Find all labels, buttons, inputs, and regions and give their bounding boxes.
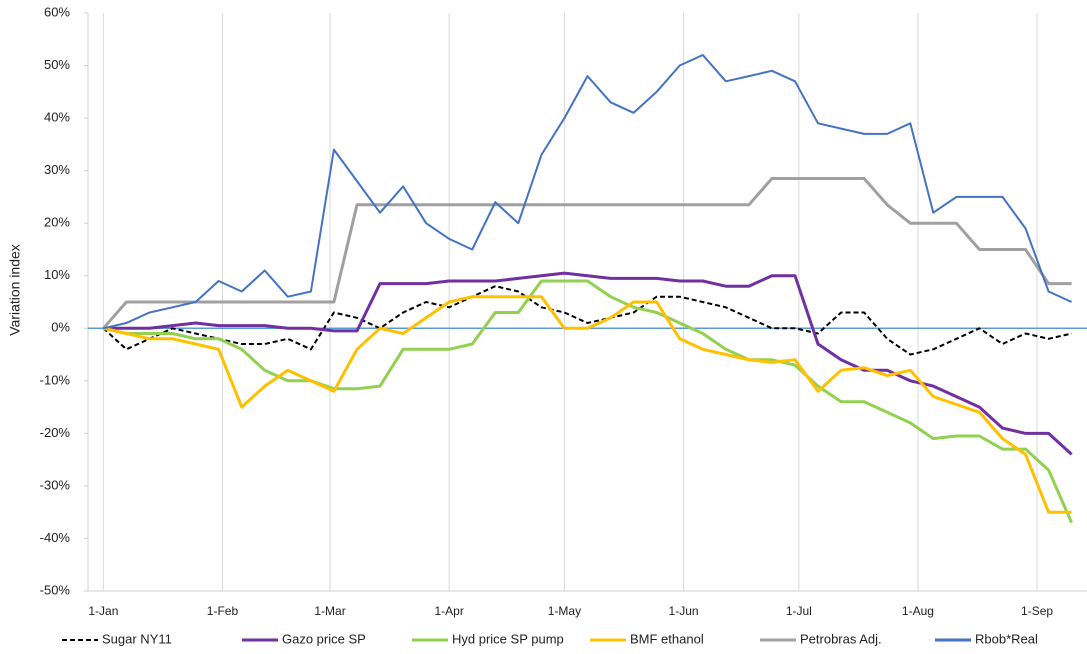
x-tick-label: 1-Jul [786,604,812,618]
series-line [103,54,1073,330]
legend-label: Rbob*Real [975,631,1038,646]
y-axis-label: Variation index [7,244,23,336]
series-line [103,271,1073,456]
y-tick-label: -20% [40,425,71,440]
y-tick-label: 10% [44,267,70,282]
legend-label: Gazo price SP [282,631,366,646]
legend-label: Petrobras Adj. [800,631,882,646]
y-tick-label: 20% [44,215,70,230]
x-tick-label: 1-Feb [207,604,239,618]
x-tick-label: 1-Jan [88,604,118,618]
series-line [102,285,1072,356]
legend-label: Hyd price SP pump [452,631,564,646]
legend-label: BMF ethanol [630,631,704,646]
y-tick-label: 50% [44,57,70,72]
y-tick-label: -30% [40,477,71,492]
x-tick-label: 1-May [548,604,581,618]
y-tick-label: 40% [44,110,70,125]
x-tick-label: 1-Jun [669,604,699,618]
y-tick-label: -10% [40,372,71,387]
y-tick-label: 60% [44,4,70,19]
series-line [103,279,1073,524]
x-tick-label: 1-Apr [435,604,464,618]
x-tick-label: 1-Sep [1021,604,1053,618]
legend-label: Sugar NY11 [102,631,172,646]
y-tick-label: 0% [51,320,70,335]
x-tick-label: 1-Mar [314,604,345,618]
y-tick-label: -50% [40,582,71,597]
x-tick-label: 1-Aug [902,604,934,618]
y-tick-label: 30% [44,162,70,177]
series-line [102,177,1072,330]
series-line [103,295,1072,514]
y-tick-label: -40% [40,530,71,545]
